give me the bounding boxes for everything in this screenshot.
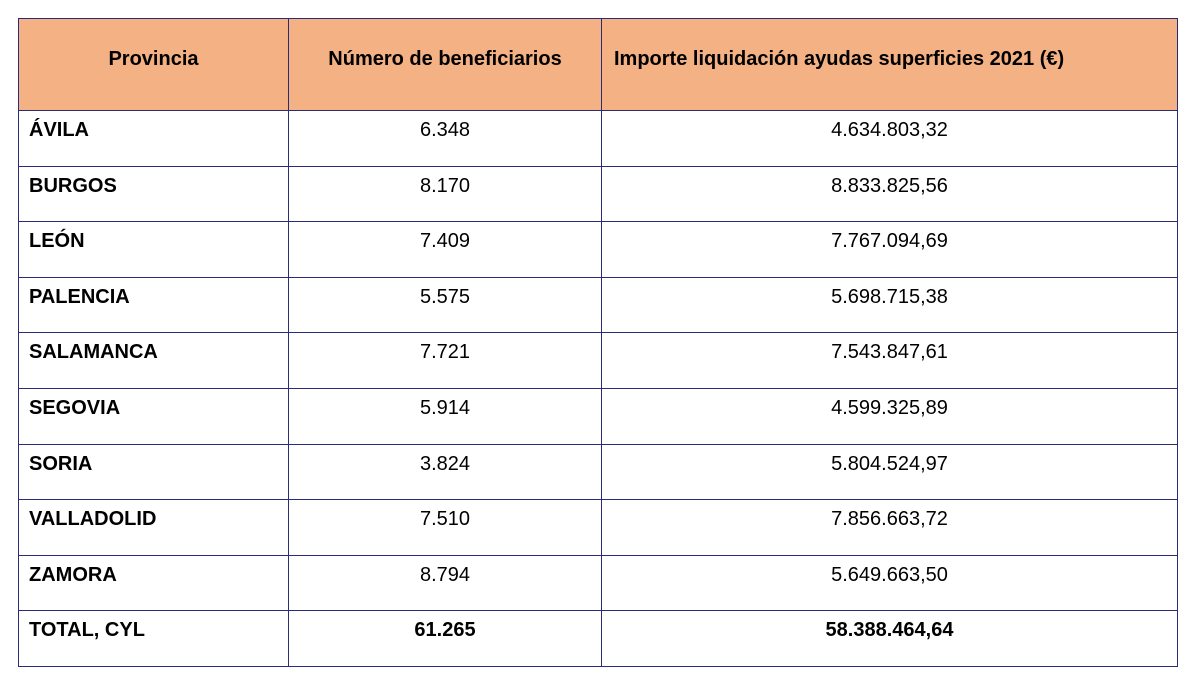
cell-provincia: SORIA [18, 443, 289, 501]
cell-beneficiarios: 5.575 [288, 276, 602, 334]
cell-importe: 4.599.325,89 [601, 387, 1178, 445]
cell-importe: 7.543.847,61 [601, 332, 1178, 389]
cell-importe: 4.634.803,32 [601, 110, 1178, 167]
table-row: SEGOVIA 5.914 4.599.325,89 [18, 387, 1178, 445]
cell-provincia: LEÓN [18, 221, 289, 278]
cell-beneficiarios: 7.409 [288, 221, 602, 278]
header-provincia: Provincia [18, 18, 289, 111]
table-row: LEÓN 7.409 7.767.094,69 [18, 221, 1178, 278]
header-row: Provincia Número de beneficiarios Import… [18, 18, 1178, 111]
cell-provincia: SALAMANCA [18, 332, 289, 389]
cell-beneficiarios: 8.170 [288, 165, 602, 223]
table-row: ZAMORA 8.794 5.649.663,50 [18, 554, 1178, 612]
cell-importe: 7.767.094,69 [601, 221, 1178, 278]
cell-importe: 5.649.663,50 [601, 554, 1178, 612]
cell-importe: 5.698.715,38 [601, 276, 1178, 334]
header-importe: Importe liquidación ayudas superficies 2… [601, 18, 1178, 111]
total-row: TOTAL, CYL 61.265 58.388.464,64 [18, 610, 1178, 667]
table-row: PALENCIA 5.575 5.698.715,38 [18, 276, 1178, 334]
header-beneficiarios: Número de beneficiarios [288, 18, 602, 111]
cell-beneficiarios: 3.824 [288, 443, 602, 501]
cell-beneficiarios: 6.348 [288, 110, 602, 167]
table-row: BURGOS 8.170 8.833.825,56 [18, 165, 1178, 223]
table-row: VALLADOLID 7.510 7.856.663,72 [18, 499, 1178, 556]
table-row: SALAMANCA 7.721 7.543.847,61 [18, 332, 1178, 389]
cell-provincia: SEGOVIA [18, 387, 289, 445]
total-provincia: TOTAL, CYL [18, 610, 289, 667]
beneficiaries-table: Provincia Número de beneficiarios Import… [18, 18, 1178, 667]
cell-provincia: ÁVILA [18, 110, 289, 167]
total-beneficiarios: 61.265 [288, 610, 602, 667]
cell-beneficiarios: 7.510 [288, 499, 602, 556]
cell-importe: 5.804.524,97 [601, 443, 1178, 501]
cell-beneficiarios: 8.794 [288, 554, 602, 612]
cell-provincia: ZAMORA [18, 554, 289, 612]
cell-provincia: BURGOS [18, 165, 289, 223]
total-importe: 58.388.464,64 [601, 610, 1178, 667]
cell-importe: 8.833.825,56 [601, 165, 1178, 223]
cell-importe: 7.856.663,72 [601, 499, 1178, 556]
cell-beneficiarios: 5.914 [288, 387, 602, 445]
cell-beneficiarios: 7.721 [288, 332, 602, 389]
cell-provincia: VALLADOLID [18, 499, 289, 556]
table-row: ÁVILA 6.348 4.634.803,32 [18, 110, 1178, 167]
cell-provincia: PALENCIA [18, 276, 289, 334]
table-row: SORIA 3.824 5.804.524,97 [18, 443, 1178, 501]
